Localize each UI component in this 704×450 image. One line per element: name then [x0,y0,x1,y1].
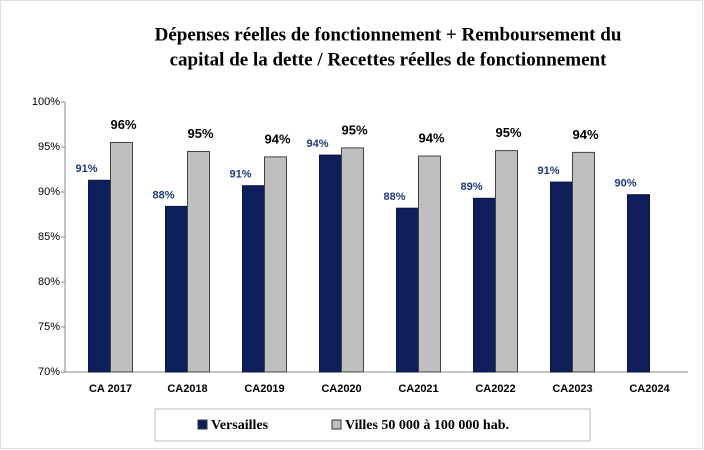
data-label: 96% [110,117,136,132]
data-label: 94% [264,131,290,146]
x-tick-label: CA2019 [244,383,284,395]
chart-title: Dépenses réelles de fonctionnement + Rem… [155,24,622,45]
x-tick-label: CA2020 [321,383,361,395]
y-tick-label: 100% [32,96,60,108]
x-tick-label: CA2024 [629,383,670,395]
bar [88,179,111,373]
y-tick-label: 75% [38,321,60,333]
legend [154,408,591,442]
x-tick-label: CA2021 [398,383,438,395]
x-tick-label: CA2023 [552,383,592,395]
y-tick-label: 80% [38,276,60,288]
bar [627,194,650,373]
data-label: 88% [383,191,405,203]
bar [418,155,441,373]
data-label: 89% [460,181,482,193]
chart-title: capital de la dette / Recettes réelles d… [170,49,608,70]
x-tick-label: CA 2017 [89,383,132,395]
y-tick-label: 70% [38,366,60,378]
legend-label: Villes 50 000 à 100 000 hab. [345,418,509,433]
data-label: 95% [187,126,213,141]
bar [319,154,342,373]
data-label: 94% [572,127,598,142]
x-tick-label: CA2018 [167,383,207,395]
bar [242,185,265,373]
y-tick-label: 85% [38,231,60,243]
bar [110,142,133,373]
bar [187,151,210,373]
data-label: 94% [306,138,328,150]
bar [341,147,364,373]
bar [473,197,496,373]
bar [550,181,573,373]
legend-swatch [331,419,342,430]
data-label: 88% [152,189,174,201]
bar [264,156,287,373]
bar [396,207,419,373]
bar [495,150,518,373]
data-label: 91% [537,165,559,177]
legend-label: Versailles [211,418,269,433]
x-tick-label: CA2022 [475,383,515,395]
y-tick-label: 90% [38,186,60,198]
data-label: 91% [229,169,251,181]
data-label: 94% [418,130,444,145]
legend-swatch [197,419,208,430]
data-label: 90% [614,178,636,190]
data-label: 95% [495,125,521,140]
bar [165,205,188,373]
bar [572,151,595,373]
data-label: 95% [341,122,367,137]
data-label: 91% [75,163,97,175]
y-tick-label: 95% [38,141,60,153]
